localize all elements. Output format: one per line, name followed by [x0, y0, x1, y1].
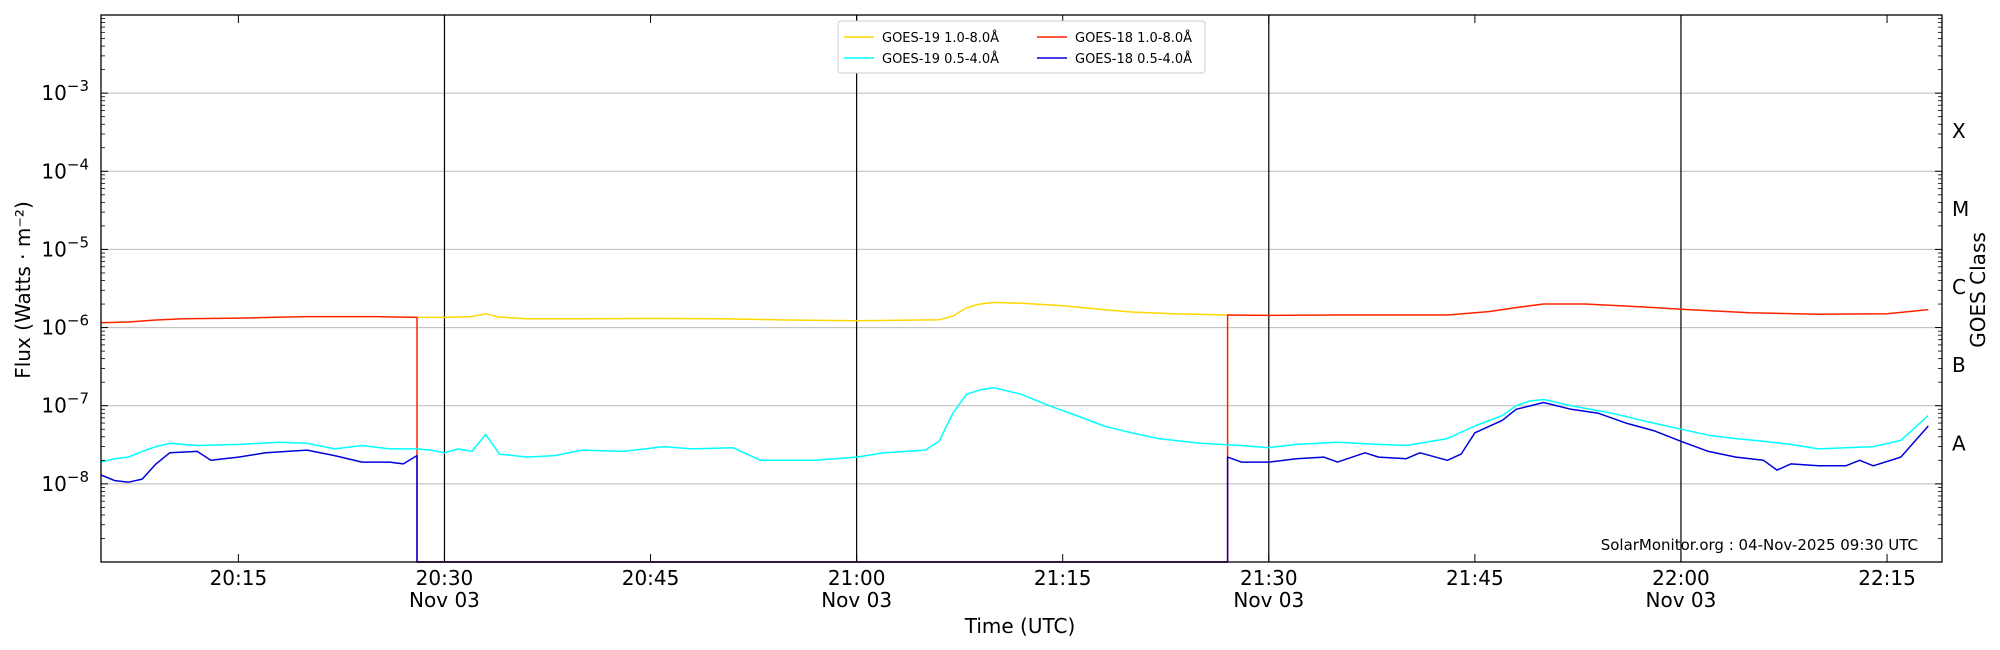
right-axis-title: GOES Class: [1966, 232, 1990, 348]
x-tick-sublabel: Nov 03: [1646, 588, 1717, 612]
series-line-1: [100, 303, 1929, 563]
y-tick-label: 10−5: [41, 233, 89, 261]
x-tick-label: 22:15: [1858, 566, 1916, 590]
goes-class-X: X: [1952, 119, 1966, 143]
x-tick-sublabel: Nov 03: [821, 588, 892, 612]
x-axis-title: Time (UTC): [964, 614, 1076, 638]
x-tick-label: 20:15: [210, 566, 268, 590]
x-tick-sublabel: Nov 03: [409, 588, 480, 612]
series-line-0: [417, 301, 1228, 322]
x-tick-label: 21:30: [1240, 566, 1298, 590]
legend-label: GOES-19 1.0-8.0Å: [882, 30, 999, 46]
x-tick-sublabel: Nov 03: [1233, 588, 1304, 612]
legend-label: GOES-19 0.5-4.0Å: [882, 51, 999, 67]
axis-ticks: [101, 14, 1942, 563]
goes-class-A: A: [1952, 431, 1966, 455]
x-tick-label: 21:15: [1034, 566, 1092, 590]
plot-frame: [100, 14, 1943, 563]
x-tick-label: 22:00: [1652, 566, 1710, 590]
x-tick-label: 20:45: [622, 566, 680, 590]
legend: GOES-19 1.0-8.0Å GOES-19 0.5-4.0Å GOES-18 …: [837, 20, 1206, 74]
x-tick-label: 21:00: [828, 566, 886, 590]
series-line-2: [100, 386, 1929, 463]
y-axis-title: Flux (Watts · m⁻²): [11, 201, 35, 379]
x-tick-label: 21:45: [1446, 566, 1504, 590]
legend-label: GOES-18 1.0-8.0Å: [1075, 30, 1192, 46]
grid-lines: [101, 92, 1942, 485]
legend-label: GOES-18 0.5-4.0Å: [1075, 51, 1192, 67]
series-line-3: [100, 401, 1929, 563]
goes-class-C: C: [1952, 275, 1966, 299]
legend-box: [837, 20, 1206, 74]
series-lines: [100, 301, 1929, 563]
goes-class-labels: A B C M X: [1952, 119, 1969, 456]
day-separator-lines: [443, 15, 1682, 562]
y-tick-label: 10−7: [41, 390, 89, 418]
goes-class-M: M: [1952, 197, 1969, 221]
x-tick-label: 20:30: [416, 566, 474, 590]
goes-class-B: B: [1952, 353, 1966, 377]
watermark: SolarMonitor.org : 04-Nov-2025 09:30 UTC: [1601, 536, 1918, 554]
